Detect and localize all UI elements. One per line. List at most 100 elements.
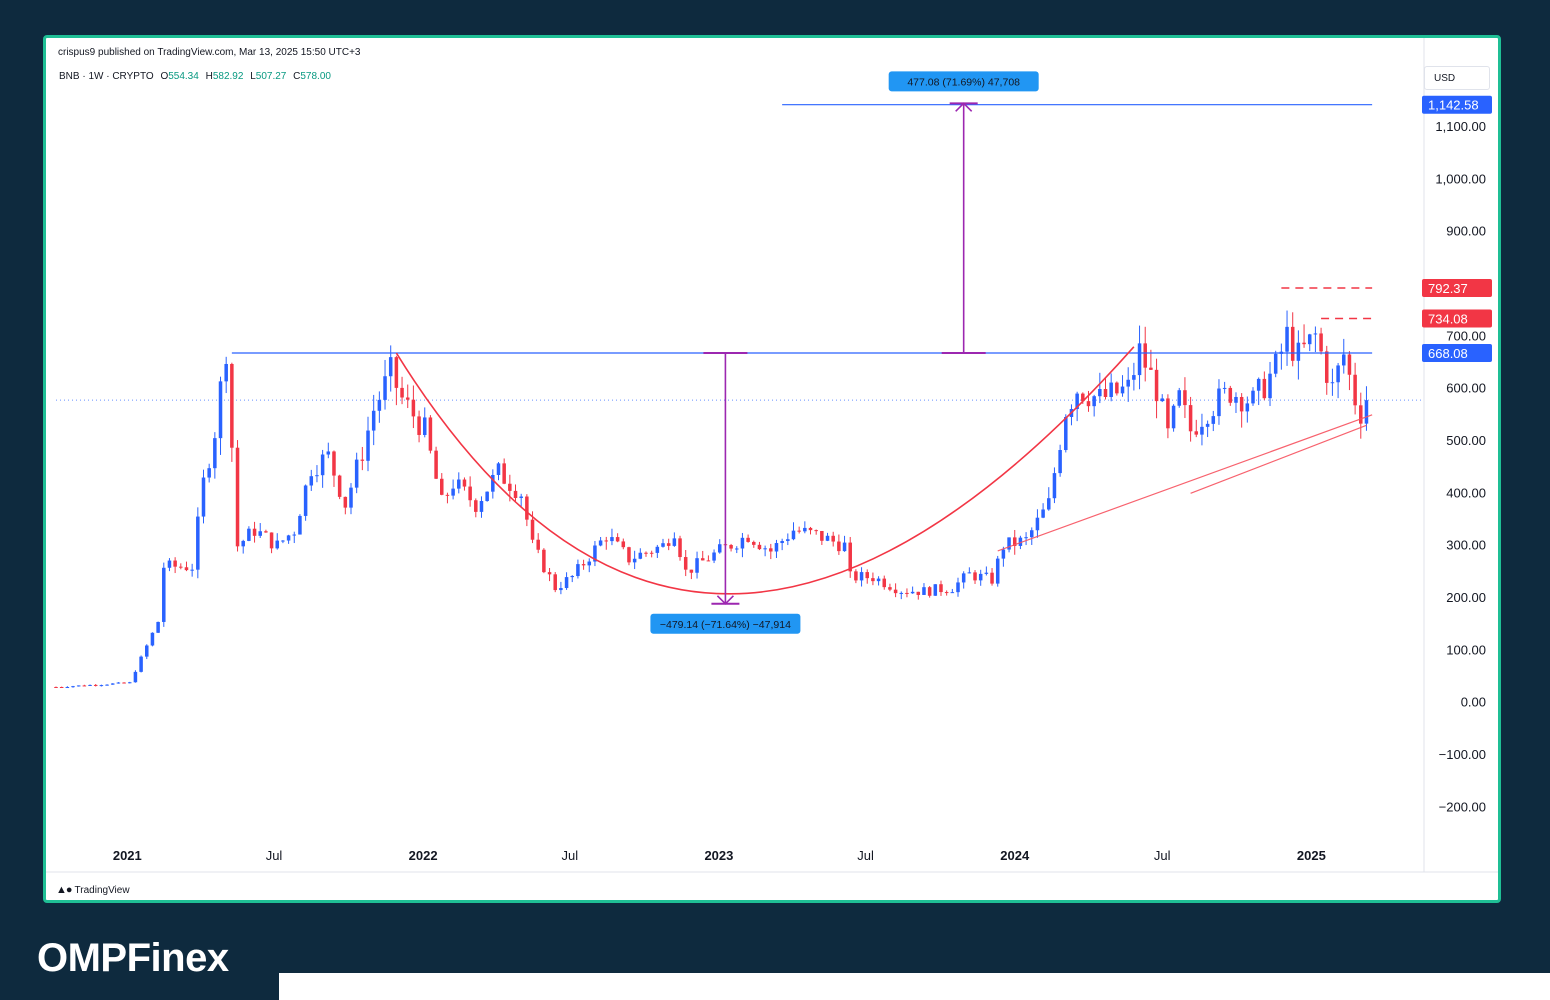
candle-body [967, 572, 972, 574]
candle-body [1256, 378, 1261, 391]
y-axis[interactable]: 1,100.00 1,000.00 900.00 700.00 600.00 500.00… [1422, 95, 1492, 815]
candles-layer [54, 310, 1369, 689]
price-label: 792.37 [1428, 281, 1468, 296]
x-tick-label: 2021 [113, 848, 142, 863]
candle-body [1245, 403, 1250, 412]
tradingview-logo-text: TradingView [74, 884, 130, 896]
candle-body [734, 548, 739, 550]
candle-body [179, 566, 183, 568]
high-key: H [205, 71, 213, 82]
candle-body [292, 534, 297, 536]
price-label-box [1422, 95, 1492, 114]
candle-body [1296, 342, 1301, 361]
candle-body [411, 399, 416, 417]
candle-body [400, 387, 404, 398]
candle-body [1205, 423, 1210, 427]
candle-body [218, 381, 223, 439]
price-label: 734.08 [1428, 311, 1468, 326]
candle-body [173, 560, 177, 567]
tradingview-logo-icon: ▲● [56, 884, 73, 896]
candle-body [1041, 509, 1045, 518]
x-tick-label: 2022 [409, 848, 438, 863]
candle-body [190, 569, 194, 571]
candle-body [298, 515, 302, 535]
candle-body [201, 477, 206, 517]
candle-body [258, 531, 262, 536]
candle-body [394, 357, 399, 388]
candle-body [1222, 387, 1227, 389]
bottom-bar [279, 973, 1550, 1000]
y-tick-label: 1,000.00 [1435, 171, 1486, 186]
candle-body [899, 592, 904, 594]
candle-body [615, 537, 620, 542]
measure-arrow-icon [955, 102, 973, 112]
currency-button[interactable]: USD [1424, 66, 1490, 90]
candle-body [570, 576, 575, 578]
candle-body [162, 567, 166, 622]
candle-body [683, 557, 688, 570]
candle-body [269, 532, 274, 549]
candle-body [213, 438, 217, 469]
candle-body [774, 543, 779, 552]
close-value: 578.00 [300, 71, 331, 82]
y-tick-label: −200.00 [1439, 799, 1486, 814]
candle-body [882, 578, 887, 588]
candle-body [672, 538, 677, 546]
x-tick-label: 2025 [1297, 848, 1326, 863]
y-tick-label: 600.00 [1446, 381, 1486, 396]
symbol-label[interactable]: BNB · 1W · CRYPTO [59, 71, 154, 82]
candle-body [1035, 517, 1040, 531]
candle-body [757, 544, 762, 550]
candle-body [235, 447, 240, 547]
rising-trendline [997, 414, 1373, 552]
candle-body [1132, 375, 1136, 380]
candle-body [831, 535, 835, 542]
candle-body [587, 561, 592, 566]
candle-body [990, 572, 994, 584]
candle-body [1200, 426, 1204, 435]
candle-body [1234, 396, 1238, 403]
candle-body [286, 535, 291, 541]
candle-body [82, 685, 87, 687]
candle-body [1075, 393, 1079, 410]
price-label: 668.08 [1428, 346, 1468, 361]
candle-body [1092, 396, 1096, 407]
candle-body [1120, 386, 1125, 394]
drawings-layer: −479.14 (−71.64%) −47,914 477.08 (71.69%)… [231, 71, 1373, 634]
candle-body [1273, 353, 1278, 374]
candle-body [825, 535, 830, 541]
candle-body [820, 530, 824, 541]
candle-body [1319, 333, 1323, 352]
candle-body [536, 539, 540, 550]
candle-body [933, 584, 938, 596]
candle-body [1307, 334, 1312, 345]
candle-body [706, 560, 711, 562]
candle-body [1268, 373, 1272, 399]
x-axis[interactable]: 2021 Jul 2022 Jul 2023 Jul 2024 Jul 2025 [113, 848, 1326, 863]
candle-body [93, 684, 98, 686]
candle-body [320, 454, 325, 476]
support-trendline [1190, 424, 1367, 494]
candle-body [1342, 354, 1346, 366]
candle-body [632, 558, 637, 563]
candle-body [76, 685, 81, 687]
tradingview-logo[interactable]: ▲● TradingView [56, 884, 130, 896]
candle-body [1098, 389, 1102, 397]
candle-body [1137, 343, 1142, 376]
candle-body [1126, 379, 1130, 387]
candle-body [1047, 498, 1051, 510]
candle-body [1109, 382, 1113, 397]
measure-label-box [650, 613, 801, 634]
candle-body [65, 687, 70, 689]
x-tick-label: Jul [266, 848, 283, 863]
candle-body [644, 552, 648, 554]
x-tick-label: Jul [857, 848, 874, 863]
candle-body [581, 564, 586, 566]
y-tick-label: 500.00 [1446, 433, 1486, 448]
high-value: 582.92 [212, 71, 244, 82]
candle-body [1188, 405, 1193, 432]
candle-body [332, 451, 336, 476]
x-tick-label: 2023 [704, 848, 733, 863]
candle-body [564, 577, 569, 589]
price-chart[interactable]: −479.14 (−71.64%) −47,914 477.08 (71.69%)… [46, 38, 1498, 900]
